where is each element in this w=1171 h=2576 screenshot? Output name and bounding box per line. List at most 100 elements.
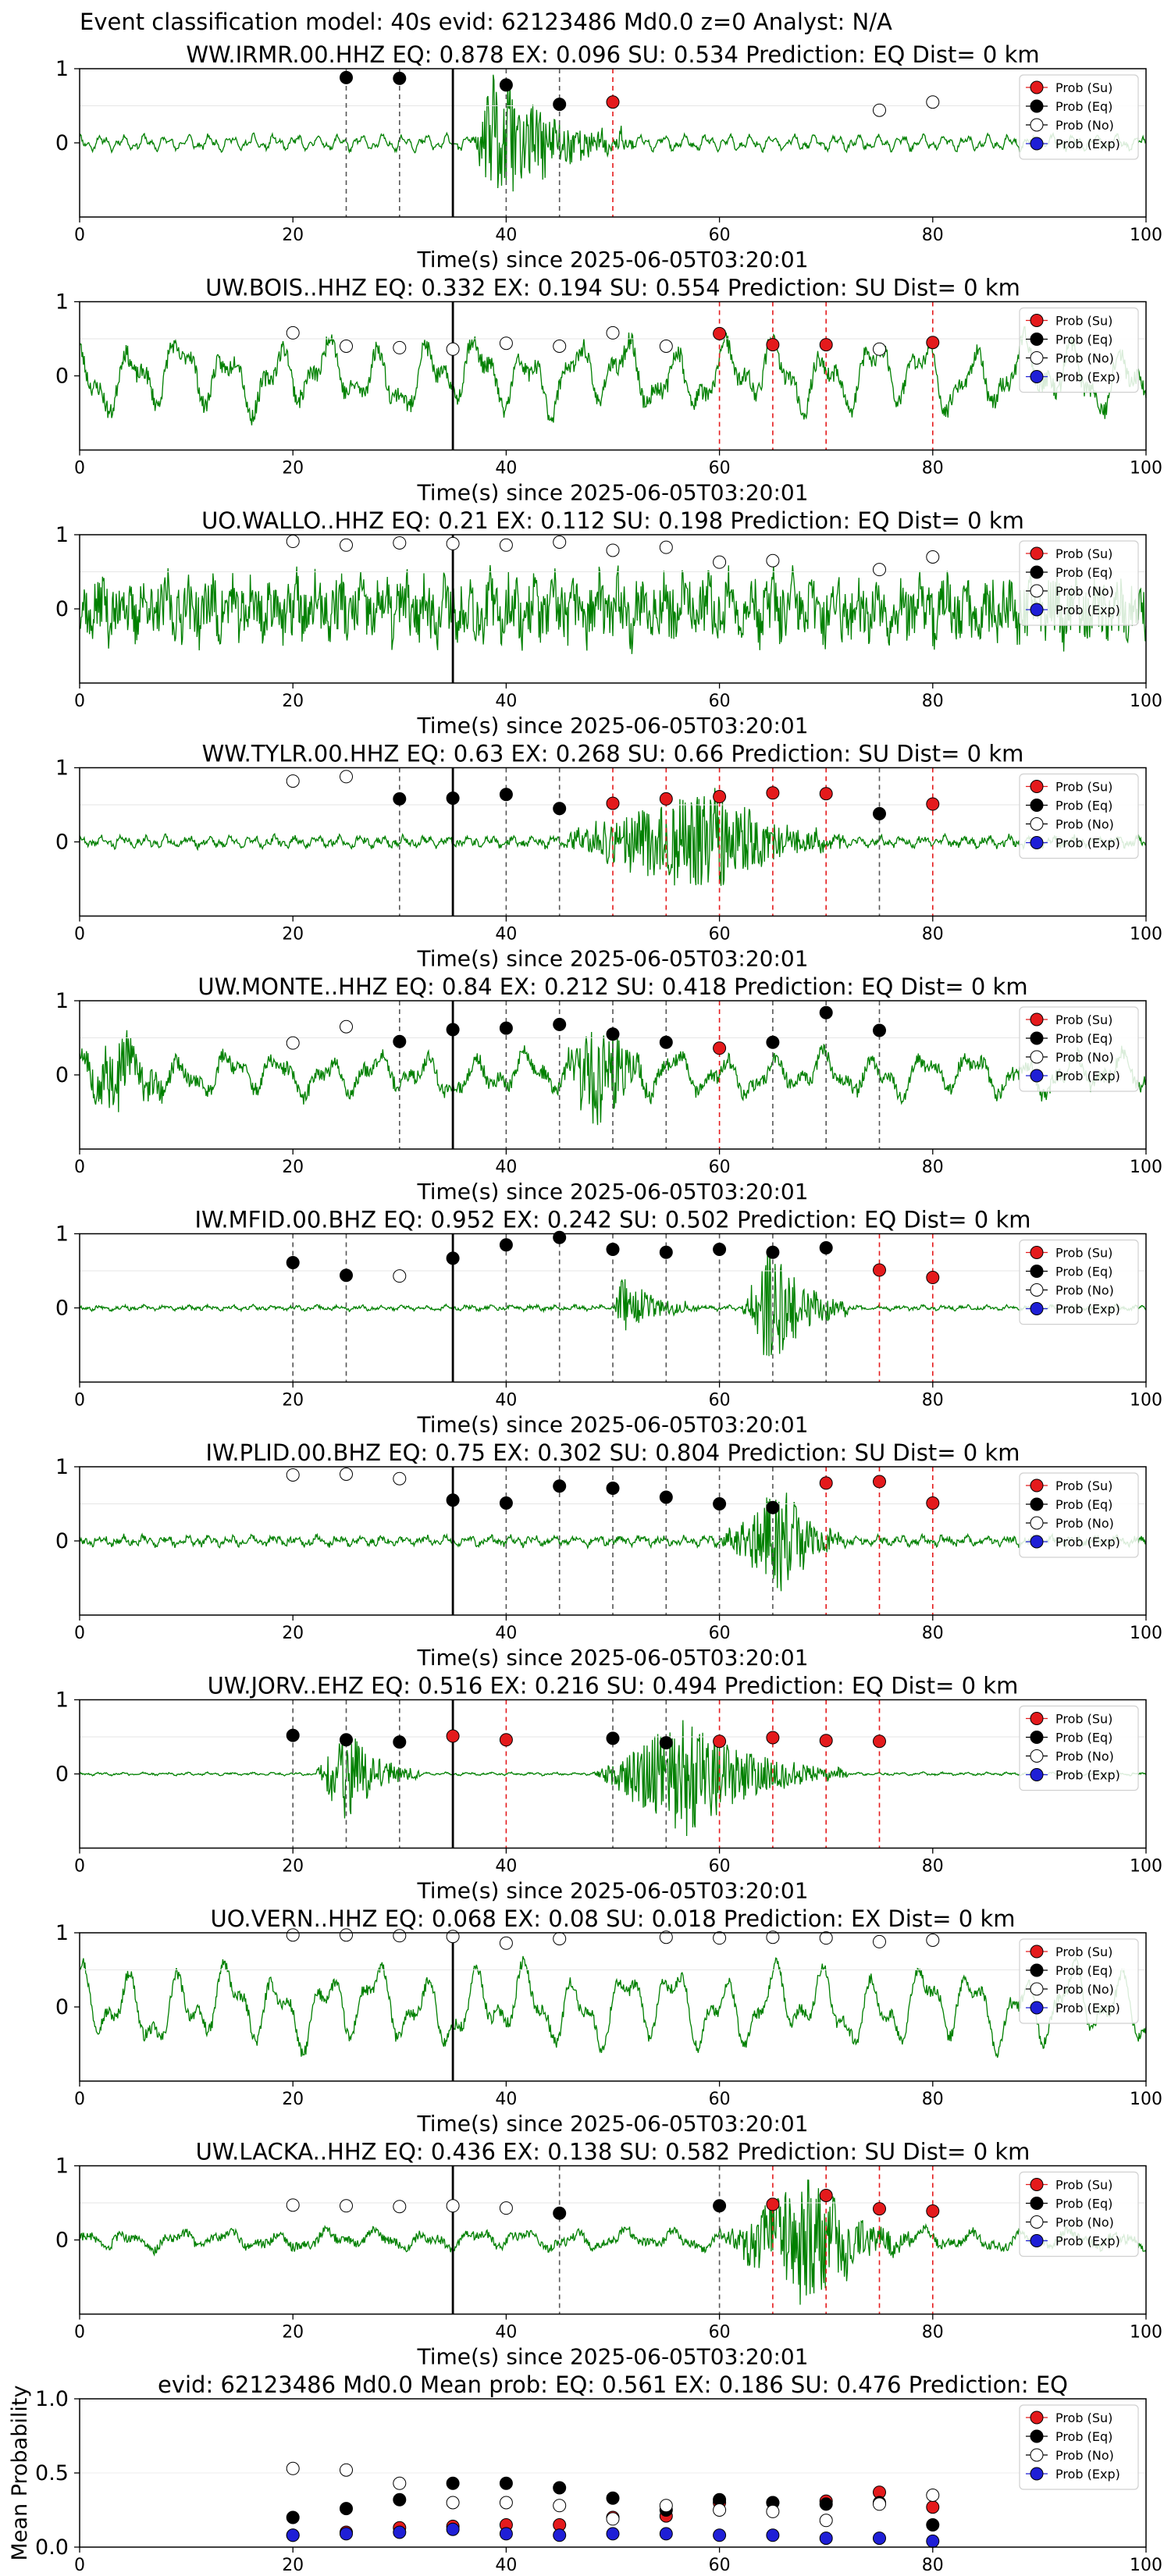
mean-marker-exp [659, 2527, 673, 2541]
x-tick-label: 60 [709, 692, 731, 711]
x-tick-label: 0 [74, 925, 85, 945]
mean-marker-exp [553, 2528, 567, 2542]
x-tick-label: 60 [709, 1624, 731, 1643]
y-tick-label: 1 [55, 756, 69, 781]
legend-box [1019, 74, 1139, 160]
legend-marker-no [1030, 1749, 1044, 1763]
prob-marker-no [713, 555, 727, 569]
mean-marker-no [819, 2514, 833, 2528]
legend-box [1019, 307, 1139, 393]
legend-marker-su [1030, 1944, 1044, 1959]
prob-marker-no [926, 1934, 940, 1947]
legend-marker-exp [1030, 1069, 1044, 1083]
legend-label-su: Prob (Su) [1055, 1944, 1112, 1959]
mean-marker-no [286, 2461, 300, 2475]
station-panel-4: UW.MONTE..HHZ EQ: 0.84 EX: 0.212 SU: 0.4… [55, 973, 1162, 1204]
prob-marker-no [553, 1932, 567, 1946]
prob-marker-eq [499, 1238, 513, 1252]
legend-marker-no [1030, 351, 1044, 365]
x-axis-label: Time(s) since 2025-06-05T03:20:01 [416, 247, 808, 272]
y-tick-label: 1 [55, 2154, 69, 2179]
x-tick-label: 100 [1130, 1158, 1162, 1177]
prob-marker-eq [553, 1230, 567, 1244]
prob-marker-eq [393, 71, 407, 85]
panels-container: WW.IRMR.00.HHZ EQ: 0.878 EX: 0.096 SU: 0… [8, 41, 1162, 2575]
prob-marker-eq [553, 98, 567, 112]
legend-marker-eq [1030, 799, 1044, 812]
prob-marker-eq [766, 1035, 780, 1049]
prob-marker-su [926, 797, 940, 811]
x-tick-label: 40 [495, 2090, 517, 2109]
legend-box [1019, 1705, 1139, 1791]
legend-box [1019, 773, 1139, 859]
waveform-trace [79, 564, 1147, 654]
legend-marker-su [1030, 546, 1044, 560]
y-tick-label: 1 [55, 1222, 69, 1247]
prob-marker-eq [659, 1736, 673, 1750]
x-tick-label: 60 [709, 2323, 731, 2343]
legend-marker-exp [1030, 1535, 1044, 1549]
legend-box [1019, 1239, 1139, 1325]
panel-title: UO.WALLO..HHZ EQ: 0.21 EX: 0.112 SU: 0.1… [201, 507, 1024, 534]
legend-box [1019, 2404, 1139, 2490]
prob-marker-no [659, 1930, 673, 1944]
mean-marker-eq [286, 2510, 300, 2524]
prob-marker-eq [446, 1023, 460, 1037]
legend-marker-exp [1030, 1302, 1044, 1315]
x-tick-label: 100 [1130, 1391, 1162, 1411]
prob-marker-eq [873, 1023, 886, 1037]
mean-marker-eq [606, 2491, 620, 2505]
panel-title: IW.MFID.00.BHZ EQ: 0.952 EX: 0.242 SU: 0… [194, 1207, 1030, 1233]
y-tick-label: 0 [55, 831, 69, 855]
prob-marker-no [873, 103, 886, 117]
legend-marker-su [1030, 780, 1044, 793]
prob-marker-eq [713, 1497, 727, 1510]
x-tick-label: 0 [74, 1158, 85, 1177]
legend-marker-no [1030, 2448, 1044, 2462]
legend-marker-eq [1030, 2197, 1044, 2210]
legend-marker-exp [1030, 2467, 1044, 2481]
mean-marker-no [713, 2503, 727, 2517]
y-tick-label: 1 [55, 989, 69, 1013]
x-tick-label: 100 [1130, 1624, 1162, 1643]
legend-marker-su [1030, 1012, 1044, 1026]
prob-marker-no [340, 770, 353, 784]
y-tick-label: 0 [55, 2229, 69, 2253]
prob-marker-su [766, 2197, 780, 2211]
legend-box [1019, 1472, 1139, 1558]
prob-marker-no [446, 2199, 460, 2213]
x-tick-label: 60 [709, 925, 731, 945]
x-tick-label: 80 [922, 1391, 944, 1411]
prob-marker-eq [713, 1242, 727, 1256]
prob-marker-su [873, 1475, 886, 1489]
waveform-trace [79, 326, 1147, 425]
legend-label-su: Prob (Su) [1055, 1478, 1112, 1493]
prob-marker-no [340, 1019, 353, 1034]
prob-marker-no [713, 1931, 727, 1945]
prob-marker-eq [819, 1005, 833, 1019]
panel-title: UW.JORV..EHZ EQ: 0.516 EX: 0.216 SU: 0.4… [208, 1673, 1019, 1699]
prob-marker-no [286, 1036, 300, 1050]
y-tick-label: 1 [55, 57, 69, 81]
x-tick-label: 20 [282, 2556, 304, 2575]
prob-marker-su [713, 790, 727, 804]
x-tick-label: 0 [74, 1624, 85, 1643]
prob-marker-su [819, 1734, 833, 1748]
mean-marker-no [340, 2463, 353, 2477]
x-tick-label: 0 [74, 226, 85, 245]
x-tick-label: 60 [709, 1391, 731, 1411]
prob-marker-eq [713, 2199, 727, 2213]
prob-marker-su [926, 1496, 940, 1510]
legend-marker-su [1030, 2411, 1044, 2425]
prob-marker-eq [499, 1021, 513, 1035]
panel-title: UW.BOIS..HHZ EQ: 0.332 EX: 0.194 SU: 0.5… [205, 275, 1020, 301]
x-tick-label: 100 [1130, 692, 1162, 711]
y-tick-label: 1 [55, 1921, 69, 1945]
mean-marker-exp [766, 2528, 780, 2542]
legend-label-su: Prob (Su) [1055, 314, 1112, 329]
legend-label-su: Prob (Su) [1055, 2178, 1112, 2193]
x-tick-label: 100 [1130, 2090, 1162, 2109]
x-tick-label: 40 [495, 925, 517, 945]
mean-marker-exp [340, 2527, 353, 2541]
prob-marker-no [553, 340, 567, 353]
